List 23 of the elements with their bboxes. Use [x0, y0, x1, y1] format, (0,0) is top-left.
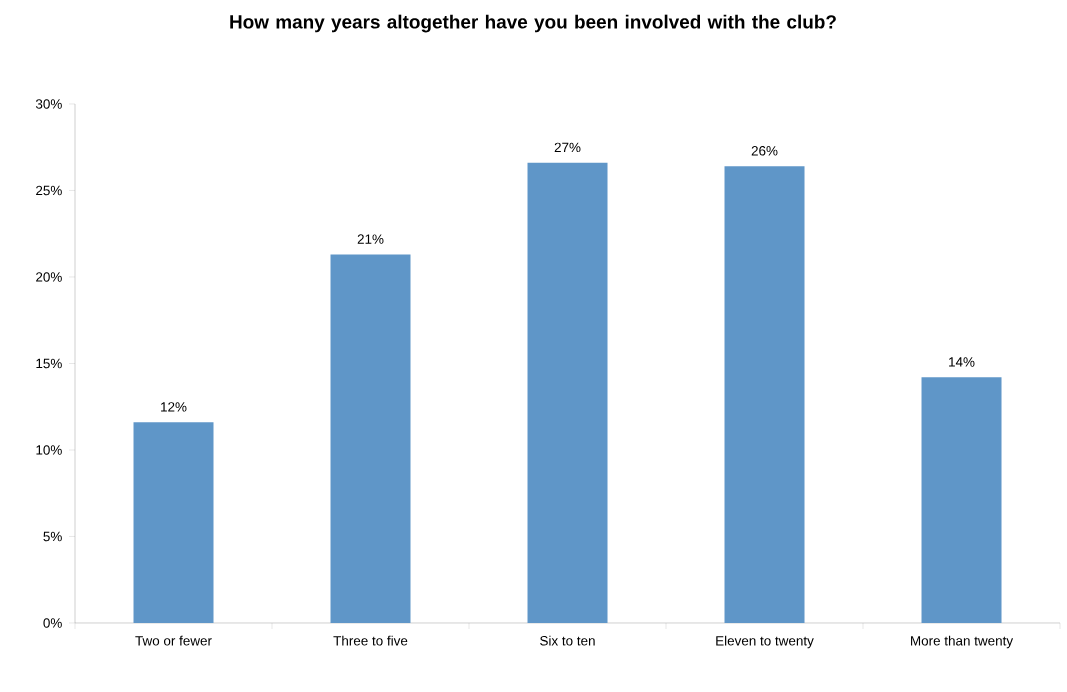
bar	[921, 377, 1002, 623]
bar	[133, 422, 214, 623]
y-tick-label: 5%	[43, 531, 62, 542]
data-label: 27%	[554, 142, 581, 153]
x-tick-label: Two or fewer	[135, 635, 212, 646]
y-tick-label: 30%	[35, 99, 62, 109]
x-tick-label: Three to five	[333, 635, 408, 646]
bar	[330, 254, 411, 623]
y-tick-label: 0%	[43, 618, 62, 628]
bar	[724, 166, 805, 623]
y-tick-label: 20%	[36, 272, 62, 282]
chart-title: How many years altogether have you been involved with the club?	[230, 14, 836, 33]
data-label: 14%	[949, 357, 975, 367]
x-tick-label: Eleven to twenty	[716, 635, 814, 649]
x-tick-label: Six to ten	[540, 635, 595, 646]
data-label: 26%	[751, 146, 778, 156]
y-tick-label: 10%	[36, 445, 62, 455]
data-label: 12%	[161, 402, 187, 412]
y-tick-label: 15%	[36, 358, 62, 369]
data-label: 21%	[357, 234, 384, 244]
y-tick-label: 25%	[36, 185, 62, 196]
x-tick-label: More than twenty	[911, 635, 1014, 649]
bar	[527, 162, 608, 623]
